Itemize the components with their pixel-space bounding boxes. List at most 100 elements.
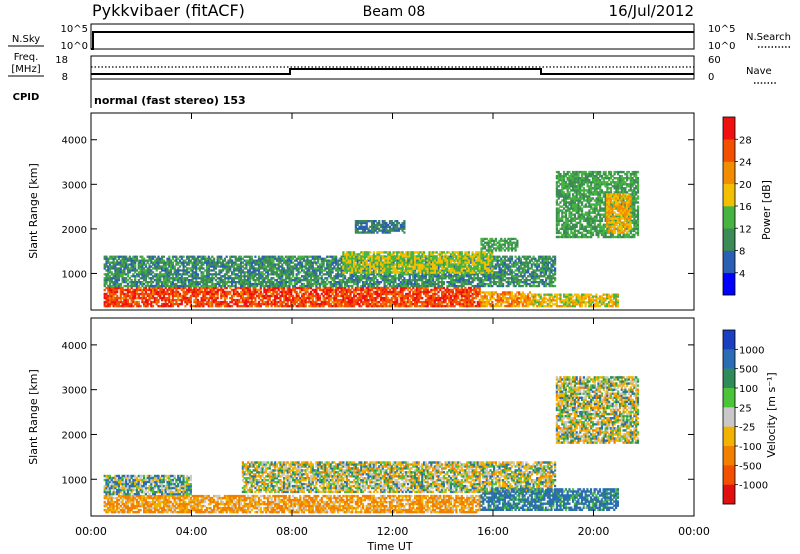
heatmap-cell xyxy=(385,294,388,298)
heatmap-cell xyxy=(272,281,275,284)
heatmap-cell xyxy=(505,291,508,294)
heatmap-cell xyxy=(460,288,463,292)
heatmap-cell xyxy=(107,257,110,260)
heatmap-cell xyxy=(265,271,268,274)
heatmap-cell xyxy=(214,296,217,300)
heatmap-cell xyxy=(119,255,122,258)
heatmap-cell xyxy=(354,265,357,268)
heatmap-cell xyxy=(216,281,219,284)
heatmap-cell xyxy=(207,261,210,264)
heatmap-cell xyxy=(171,304,174,308)
heatmap-cell xyxy=(148,298,151,302)
heatmap-cell xyxy=(202,271,205,274)
heatmap-cell xyxy=(150,286,153,290)
heatmap-cell xyxy=(238,286,241,290)
heatmap-cell xyxy=(175,263,178,266)
heatmap-cell xyxy=(171,263,174,266)
heatmap-cell xyxy=(248,261,252,264)
heatmap-cell xyxy=(209,296,212,300)
heatmap-cell xyxy=(329,294,332,298)
heatmap-cell xyxy=(290,269,293,272)
heatmap-cell xyxy=(308,271,311,274)
heatmap-cell xyxy=(171,281,174,284)
heatmap-cell xyxy=(265,294,268,298)
heatmap-cell xyxy=(295,279,298,282)
heatmap-cell xyxy=(110,298,113,302)
heatmap-cell xyxy=(600,299,603,302)
heatmap-cell xyxy=(356,300,359,304)
heatmap-cell xyxy=(374,296,377,300)
heatmap-cell xyxy=(324,281,327,284)
heatmap-cell xyxy=(173,269,176,272)
heatmap-cell xyxy=(164,286,167,290)
heatmap-cell xyxy=(290,298,293,302)
heatmap-cell xyxy=(263,257,266,260)
heatmap-cell xyxy=(399,298,402,302)
heatmap-cell xyxy=(525,295,528,298)
heatmap-cell xyxy=(563,293,566,296)
nsky-label: N.Sky xyxy=(12,34,40,45)
heatmap-cell xyxy=(570,295,573,298)
heatmap-cell xyxy=(286,286,289,290)
heatmap-cell xyxy=(112,296,115,300)
heatmap-cell xyxy=(209,284,212,288)
heatmap-cell xyxy=(480,299,483,302)
heatmap-cell xyxy=(196,275,200,278)
heatmap-cell xyxy=(464,296,467,300)
heatmap-cell xyxy=(444,288,447,292)
heatmap-cell xyxy=(417,296,420,300)
heatmap-cell xyxy=(299,263,302,266)
heatmap-cell xyxy=(209,304,212,308)
heatmap-cell xyxy=(144,300,147,304)
heatmap-cell xyxy=(231,261,234,264)
heatmap-cell xyxy=(281,271,284,274)
heatmap-cell xyxy=(128,269,131,272)
heatmap-cell xyxy=(563,299,566,302)
heatmap-cell xyxy=(252,292,255,296)
heatmap-cell xyxy=(410,300,413,304)
heatmap-cell xyxy=(130,284,133,288)
heatmap-cell xyxy=(159,292,162,296)
heatmap-cell xyxy=(157,292,160,296)
heatmap-cell xyxy=(175,277,178,280)
heatmap-cell xyxy=(126,288,130,292)
heatmap-cell xyxy=(290,282,293,286)
heatmap-cell xyxy=(335,261,338,264)
heatmap-cell xyxy=(336,300,340,304)
heatmap-cell xyxy=(193,255,196,258)
heatmap-cell xyxy=(471,292,474,296)
heatmap-cell xyxy=(437,300,440,304)
heatmap-cell xyxy=(372,298,375,302)
heatmap-cell xyxy=(139,271,142,274)
heatmap-cell xyxy=(518,301,521,304)
heatmap-cell xyxy=(543,305,546,308)
heatmap-cell xyxy=(252,288,255,292)
heatmap-cell xyxy=(376,294,379,298)
heatmap-cell xyxy=(110,265,113,268)
heatmap-cell xyxy=(283,281,286,284)
heatmap-cell xyxy=(236,263,239,266)
heatmap-cell xyxy=(166,261,169,264)
heatmap-cell xyxy=(335,273,338,276)
heatmap-cell xyxy=(469,294,472,298)
heatmap-cell xyxy=(184,294,187,298)
heatmap-cell xyxy=(152,284,155,288)
heatmap-cell xyxy=(451,292,454,296)
heatmap-cell xyxy=(401,294,404,298)
heatmap-cell xyxy=(367,277,370,280)
heatmap-cell xyxy=(126,257,130,260)
heatmap-cell xyxy=(353,257,356,260)
heatmap-cell xyxy=(277,277,280,280)
heatmap-cell xyxy=(105,273,108,276)
heatmap-cell xyxy=(171,300,174,304)
heatmap-cell xyxy=(105,257,108,260)
heatmap-cell xyxy=(467,292,471,296)
heatmap-cell xyxy=(234,269,237,272)
heatmap-cell xyxy=(528,299,532,302)
heatmap-cell xyxy=(134,275,137,278)
heatmap-cell xyxy=(406,294,410,298)
heatmap-cell xyxy=(223,279,226,282)
heatmap-cell xyxy=(171,277,174,280)
heatmap-cell xyxy=(338,294,341,298)
heatmap-cell xyxy=(313,261,316,264)
